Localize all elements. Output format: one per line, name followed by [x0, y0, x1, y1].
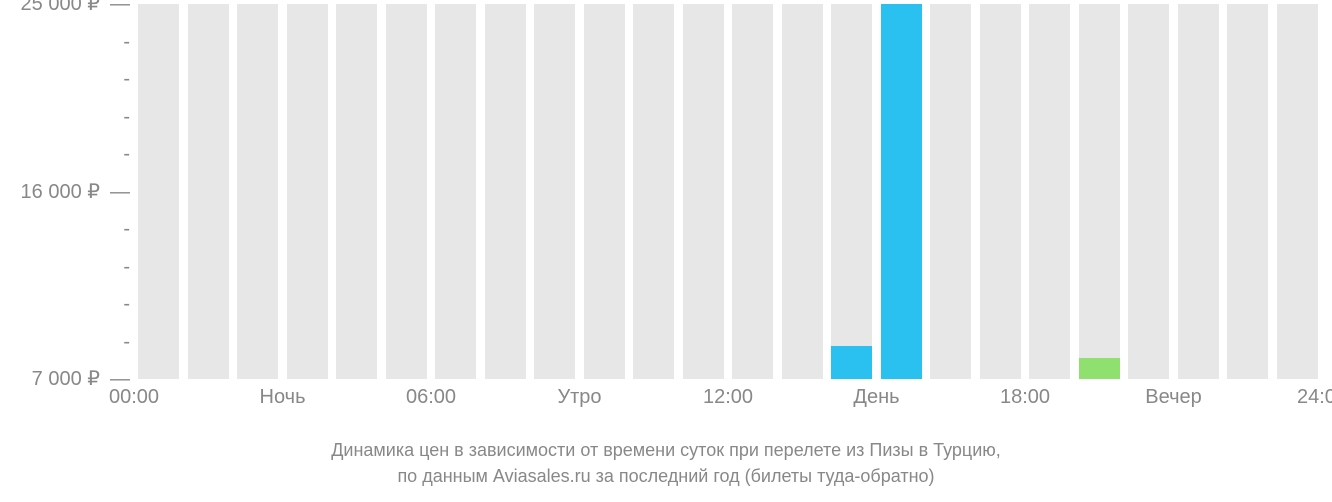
- bg-slot: [782, 4, 823, 379]
- chart-caption-line2: по данным Aviasales.ru за последний год …: [0, 466, 1332, 487]
- bg-slot: [336, 4, 377, 379]
- bg-slot: [1029, 4, 1070, 379]
- y-tick-label: 25 000 ₽: [21, 0, 100, 14]
- price-bar: [881, 4, 922, 379]
- bg-slot: [1128, 4, 1169, 379]
- x-tick-label: 18:00: [1000, 386, 1050, 409]
- price-bar: [831, 346, 872, 379]
- y-tick-mark: -: [123, 144, 130, 164]
- x-tick-label: Утро: [557, 386, 601, 409]
- bg-slot: [534, 4, 575, 379]
- x-tick-label: 12:00: [703, 386, 753, 409]
- bg-slot: [732, 4, 773, 379]
- bg-slot: [930, 4, 971, 379]
- bg-slot: [188, 4, 229, 379]
- y-tick-label: 7 000 ₽: [32, 369, 100, 389]
- x-tick-label: 24:00: [1297, 386, 1332, 409]
- x-tick-label: День: [853, 386, 899, 409]
- y-tick-mark: -: [123, 332, 130, 352]
- bg-slot: [633, 4, 674, 379]
- y-tick-mark: -: [123, 32, 130, 52]
- x-axis: 00:00Ночь06:00Утро12:00День18:00Вечер24:…: [134, 386, 1322, 416]
- y-axis: 25 000 ₽—16 000 ₽—7 000 ₽—--------: [0, 4, 130, 379]
- y-tick-mark: -: [123, 69, 130, 89]
- bg-slot: [237, 4, 278, 379]
- bg-slot: [287, 4, 328, 379]
- y-tick-label: 16 000 ₽: [21, 182, 100, 202]
- bg-slot: [138, 4, 179, 379]
- y-tick-mark: -: [123, 219, 130, 239]
- bg-slot: [1227, 4, 1268, 379]
- y-tick-mark: -: [123, 294, 130, 314]
- y-tick-mark: —: [110, 182, 130, 202]
- bg-slot: [1178, 4, 1219, 379]
- bg-slot: [386, 4, 427, 379]
- bg-slot: [683, 4, 724, 379]
- y-tick-mark: —: [110, 0, 130, 14]
- bg-slot: [485, 4, 526, 379]
- bg-slot: [1277, 4, 1318, 379]
- y-tick-mark: -: [123, 257, 130, 277]
- chart-caption-line1: Динамика цен в зависимости от времени су…: [0, 440, 1332, 461]
- bg-slot: [584, 4, 625, 379]
- plot-area: [134, 4, 1322, 379]
- y-tick-mark: -: [123, 107, 130, 127]
- bg-slot: [435, 4, 476, 379]
- price-bar: [1079, 358, 1120, 379]
- bg-slot: [980, 4, 1021, 379]
- bg-slot: [1079, 4, 1120, 379]
- bg-slot: [831, 4, 872, 379]
- x-tick-label: 00:00: [109, 386, 159, 409]
- x-tick-label: 06:00: [406, 386, 456, 409]
- x-tick-label: Вечер: [1145, 386, 1201, 409]
- x-tick-label: Ночь: [260, 386, 306, 409]
- price-by-time-chart: 25 000 ₽—16 000 ₽—7 000 ₽—-------- 00:00…: [0, 0, 1332, 502]
